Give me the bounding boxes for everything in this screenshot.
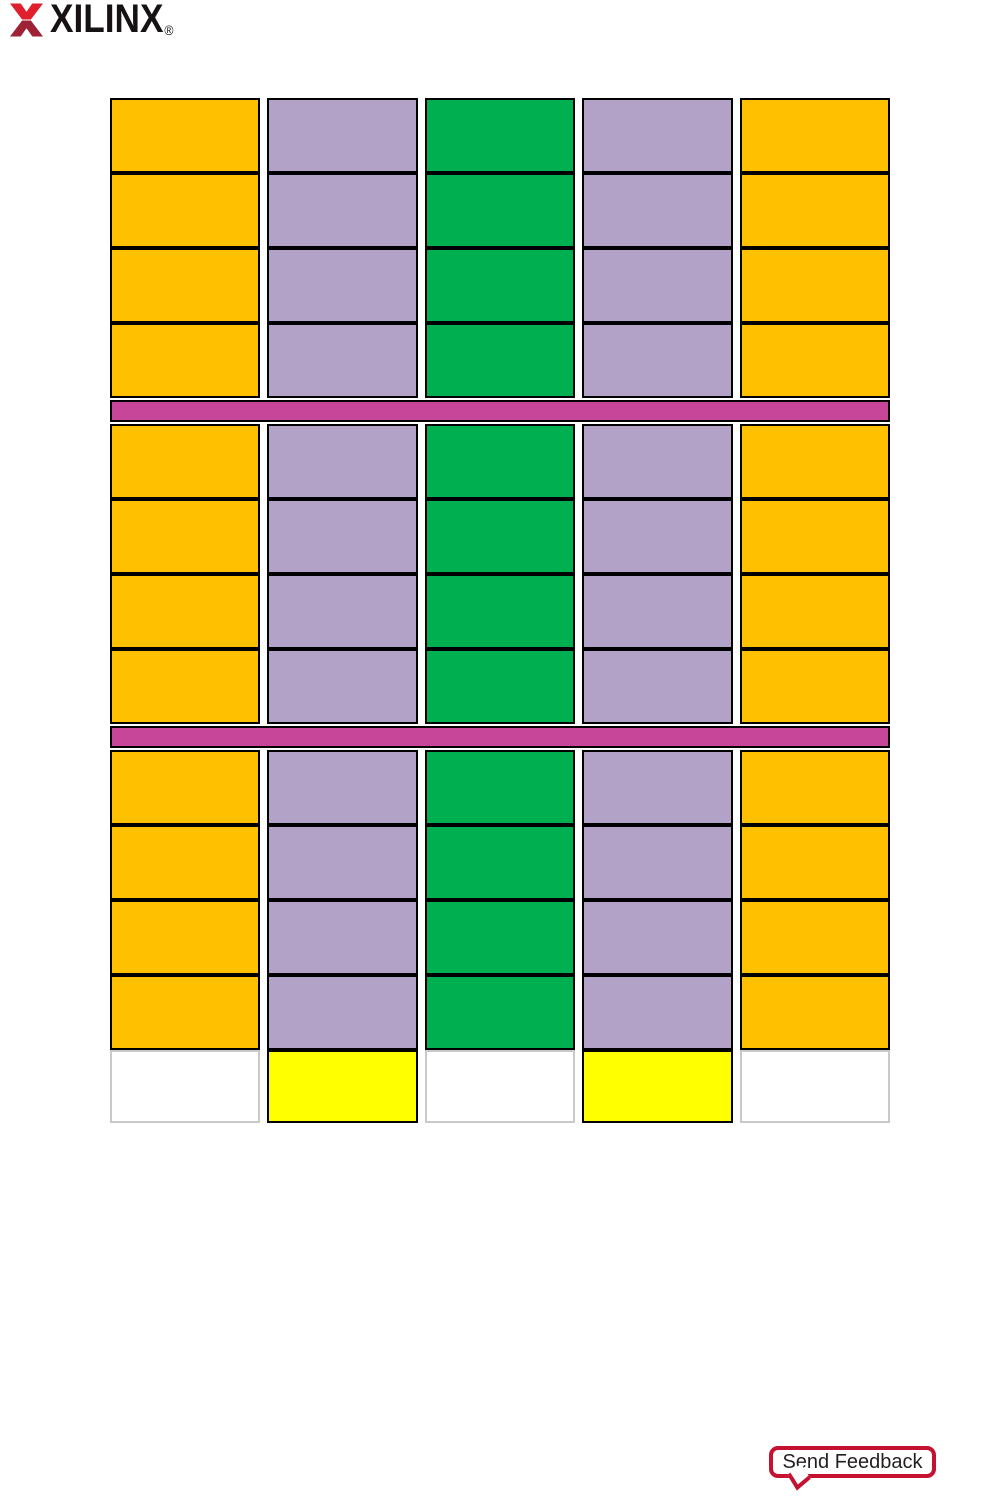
- grid-cell-purple: [267, 750, 418, 825]
- grid-cell-orange: [110, 750, 261, 825]
- grid-cell-purple: [267, 173, 418, 248]
- grid-cell-orange: [739, 248, 890, 323]
- grid-cell-orange: [110, 900, 261, 975]
- footer-cell-white: [424, 1050, 576, 1123]
- grid-cell-green: [424, 825, 576, 900]
- grid-cell-orange: [110, 323, 261, 398]
- grid-cell-orange: [739, 499, 890, 574]
- grid-cell-green: [424, 248, 576, 323]
- grid-cell-green: [424, 574, 576, 649]
- xilinx-wordmark: XILINX: [50, 0, 164, 41]
- grid-cell-orange: [110, 975, 261, 1050]
- x-icon-bottom-ribbon: [10, 20, 43, 37]
- grid-cell-green: [424, 173, 576, 248]
- grid-cell-green: [424, 98, 576, 173]
- grid-cell-purple: [267, 825, 418, 900]
- grid-cell-purple: [267, 98, 418, 173]
- footer-cell-white: [739, 1050, 890, 1123]
- grid-cell-purple: [582, 649, 733, 724]
- grid-cell-green: [424, 750, 576, 825]
- grid-cell-orange: [110, 649, 261, 724]
- grid-cell-purple: [582, 975, 733, 1050]
- grid-cell-orange: [739, 900, 890, 975]
- grid-cell-orange: [739, 975, 890, 1050]
- xilinx-wordmark-group: XILINX ®: [50, 0, 174, 41]
- grid-cell-orange: [739, 323, 890, 398]
- horizontal-band-magenta: [110, 400, 890, 422]
- grid-cell-green: [424, 323, 576, 398]
- column-grid-diagram: [110, 98, 890, 1123]
- horizontal-band-magenta: [110, 726, 890, 748]
- xilinx-x-icon: [10, 3, 43, 37]
- grid-cell-purple: [582, 900, 733, 975]
- grid-cell-green: [424, 424, 576, 499]
- grid-cell-orange: [739, 98, 890, 173]
- grid-cell-purple: [582, 424, 733, 499]
- grid-cell-orange: [739, 173, 890, 248]
- grid-cell-green: [424, 975, 576, 1050]
- grid-cell-orange: [739, 574, 890, 649]
- grid-cell-purple: [267, 975, 418, 1050]
- grid-cell-orange: [739, 424, 890, 499]
- grid-cell-orange: [739, 825, 890, 900]
- xilinx-logo: XILINX ®: [10, 0, 189, 41]
- grid-cell-green: [424, 649, 576, 724]
- footer-cell-yellow: [267, 1050, 418, 1123]
- grid-cell-purple: [582, 825, 733, 900]
- grid-cell-purple: [267, 574, 418, 649]
- x-icon-top-ribbon: [10, 3, 43, 20]
- grid-cell-purple: [267, 323, 418, 398]
- grid-cell-orange: [110, 825, 261, 900]
- grid-cell-purple: [582, 750, 733, 825]
- send-feedback-button[interactable]: Send Feedback: [769, 1446, 936, 1478]
- grid-cell-purple: [582, 499, 733, 574]
- send-feedback-label: Send Feedback: [782, 1450, 923, 1473]
- grid-cell-purple: [267, 424, 418, 499]
- grid-cell-purple: [267, 248, 418, 323]
- grid-cell-orange: [739, 750, 890, 825]
- grid-cell-purple: [267, 499, 418, 574]
- grid-cell-purple: [267, 649, 418, 724]
- registered-trademark-symbol: ®: [164, 22, 174, 38]
- grid-cell-orange: [110, 574, 261, 649]
- grid-cell-purple: [267, 900, 418, 975]
- grid-cell-orange: [110, 499, 261, 574]
- grid-cell-orange: [110, 98, 261, 173]
- footer-cell-yellow: [582, 1050, 733, 1123]
- grid-cell-purple: [582, 248, 733, 323]
- grid-cell-purple: [582, 173, 733, 248]
- grid-cell-green: [424, 900, 576, 975]
- grid-cell-purple: [582, 574, 733, 649]
- grid-cell-green: [424, 499, 576, 574]
- grid-cell-purple: [582, 98, 733, 173]
- footer-cell-white: [110, 1050, 261, 1123]
- grid-cell-orange: [739, 649, 890, 724]
- grid-cell-orange: [110, 173, 261, 248]
- grid-cell-purple: [582, 323, 733, 398]
- grid-cell-orange: [110, 248, 261, 323]
- grid-cell-orange: [110, 424, 261, 499]
